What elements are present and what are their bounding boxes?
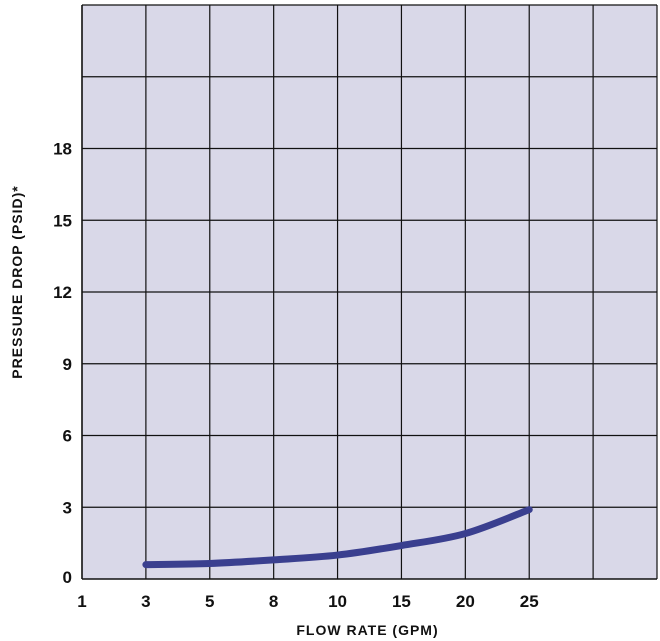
grid-lines — [81, 4, 658, 580]
y-tick-label: 9 — [63, 355, 72, 374]
x-tick-label: 25 — [520, 592, 539, 611]
y-tick-label: 0 — [63, 568, 72, 587]
y-tick-label: 6 — [63, 427, 72, 446]
y-axis-title: PRESSURE DROP (PSID)* — [9, 185, 25, 378]
series-point — [400, 545, 402, 547]
x-tick-label: 10 — [328, 592, 347, 611]
y-tick-label: 15 — [53, 211, 72, 230]
x-axis-title: FLOW RATE (GPM) — [296, 622, 438, 638]
x-tick-label: 15 — [392, 592, 411, 611]
series-point — [209, 562, 211, 564]
series-point — [464, 533, 466, 535]
x-tick-label: 5 — [205, 592, 214, 611]
y-tick-label: 18 — [53, 140, 72, 159]
series-point — [528, 509, 530, 511]
x-tick-label: 3 — [141, 592, 150, 611]
y-tick-label: 12 — [53, 283, 72, 302]
x-tick-label: 20 — [456, 592, 475, 611]
x-tick-label: 8 — [269, 592, 278, 611]
x-tick-labels: 1 3 5 8 10 15 20 25 — [77, 592, 538, 611]
series-layer — [142, 506, 533, 569]
y-tick-label: 3 — [63, 498, 72, 517]
series-point — [145, 564, 147, 566]
x-tick-label: 1 — [77, 592, 86, 611]
y-tick-labels: 0 3 6 9 12 15 18 — [53, 140, 72, 588]
series-point — [273, 559, 275, 561]
series-point — [337, 554, 339, 556]
